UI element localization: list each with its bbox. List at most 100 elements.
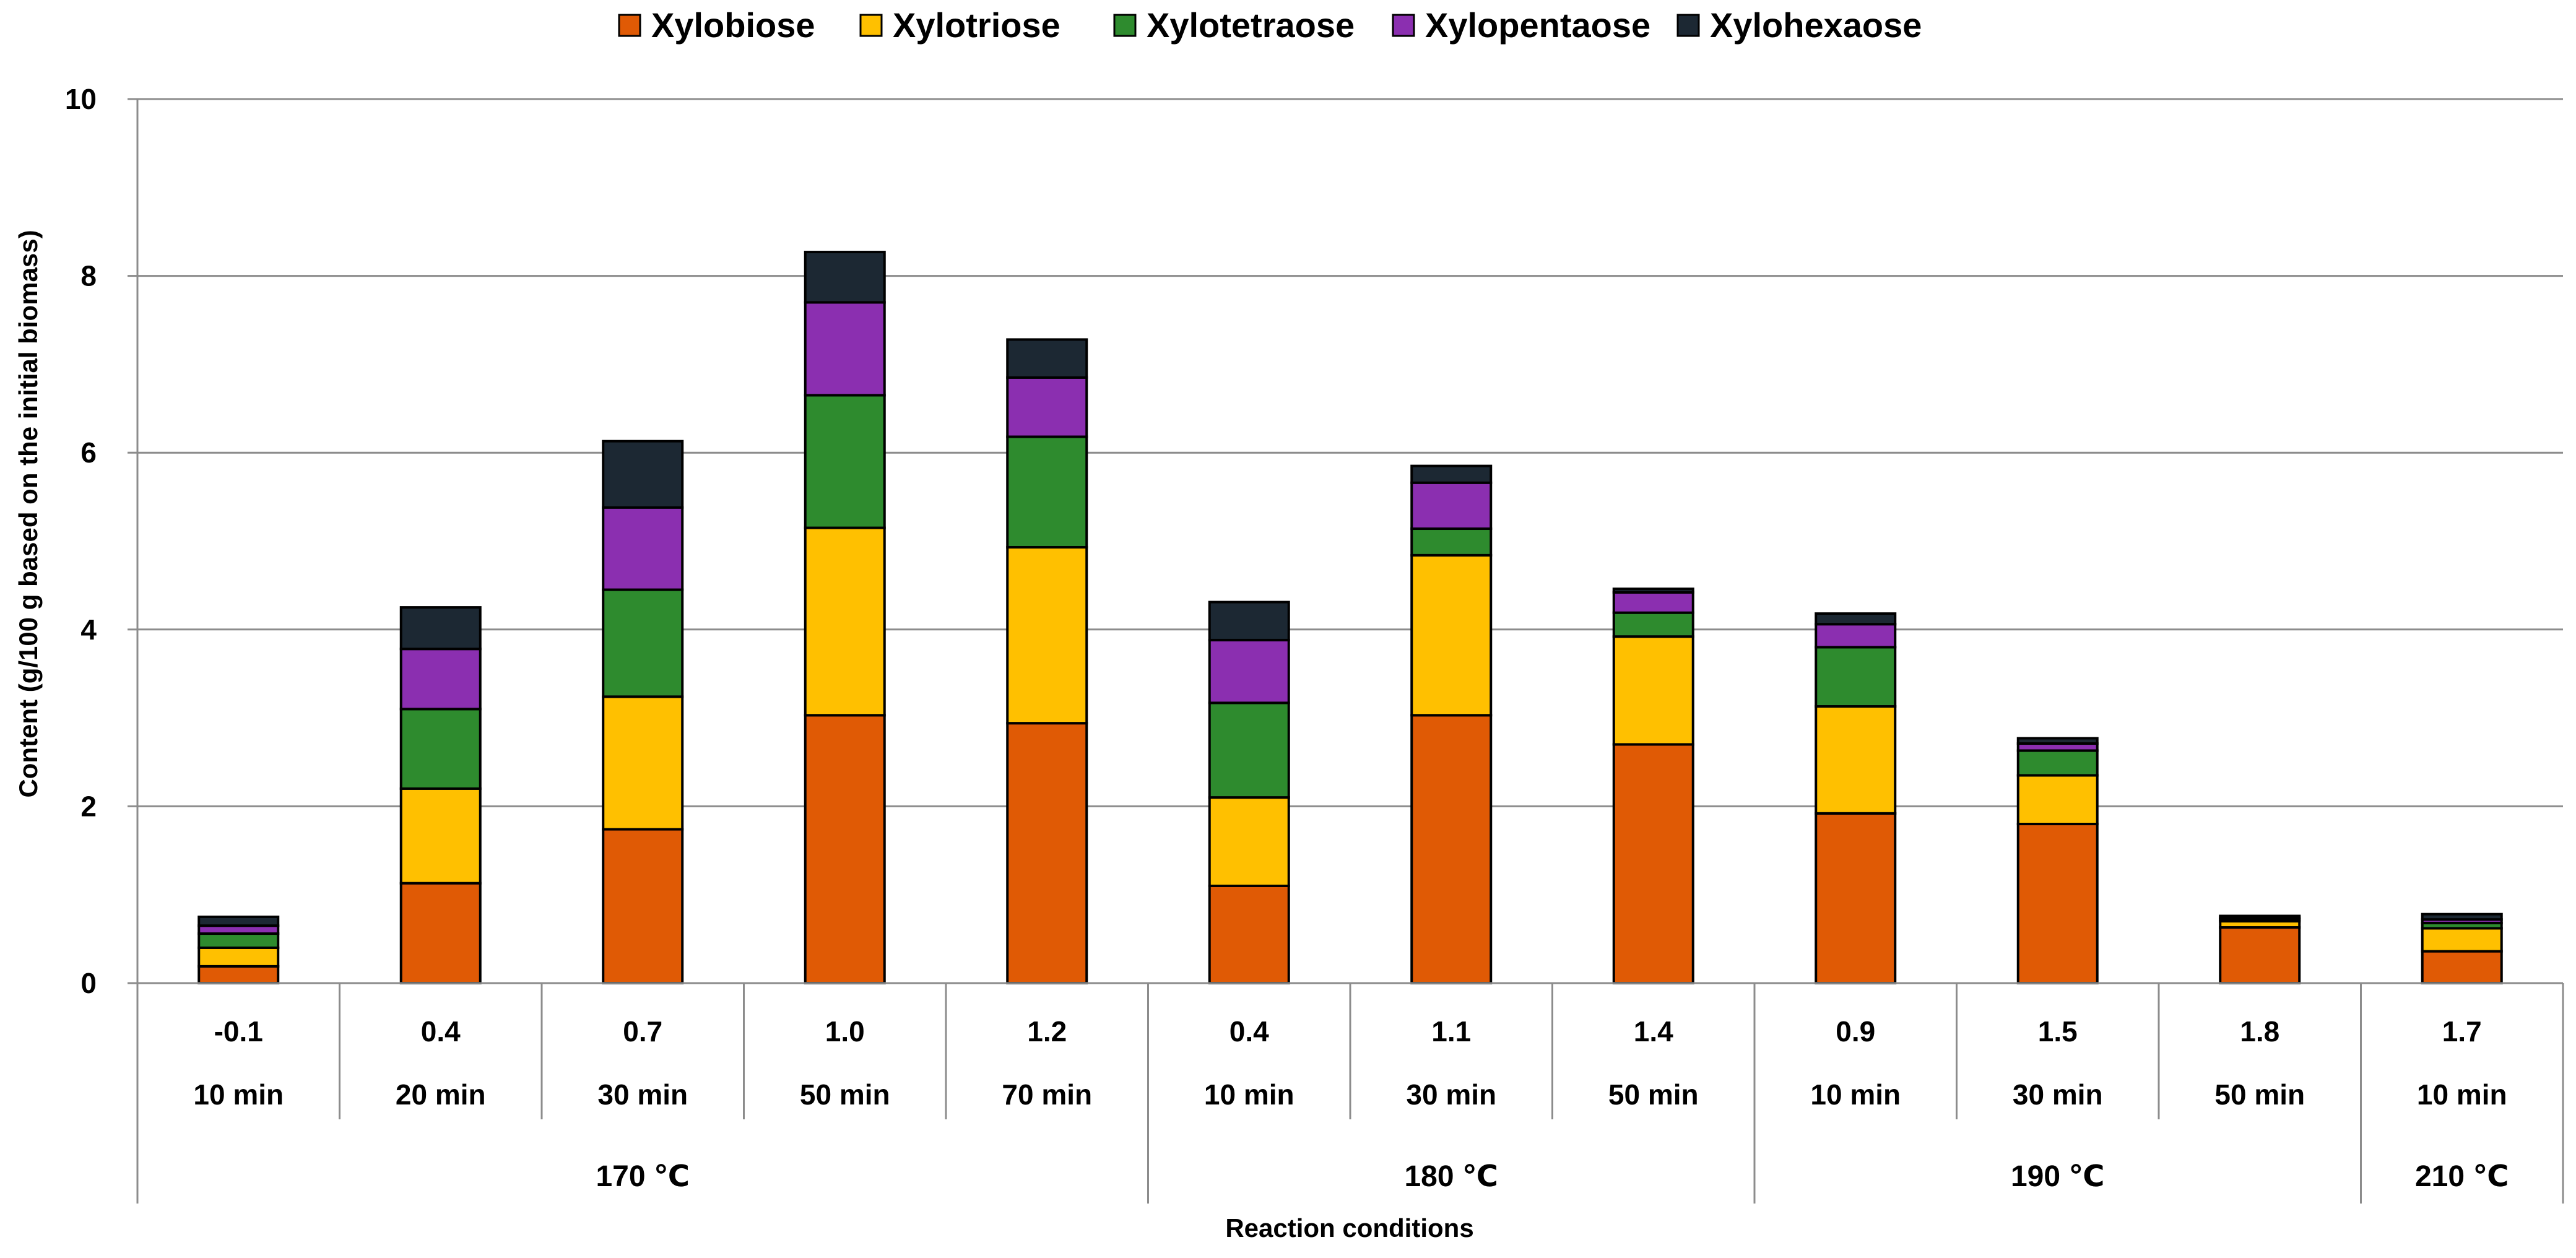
x-tick-time: 10 min [193,1078,284,1111]
legend: Xylobiose Xylotriose Xylotetraose Xylopenta… [618,6,1922,45]
legend-swatch-xylotriose [859,14,883,37]
bar-segment-xylohexaose-3 [602,440,684,509]
bar-segment-xylohexaose-12 [2421,913,2503,921]
x-tick-time: 70 min [1002,1078,1092,1111]
bar-segment-xylohexaose-7 [1410,464,1493,484]
bar-segment-xylobiose-8 [1612,743,1694,984]
bar-segment-xylohexaose-1 [197,915,280,927]
bar-segment-xylotriose-4 [804,526,886,717]
bar-segment-xylotetraose-6 [1208,701,1290,799]
x-tick-time: 10 min [1204,1078,1295,1111]
bars [197,251,2503,985]
bar-segment-xylotetraose-3 [602,588,684,698]
bar-segment-xylohexaose-2 [399,606,482,651]
y-tick-label: 6 [80,436,97,469]
y-tick-label: 10 [65,83,97,115]
y-tick-label: 4 [80,614,97,646]
bar-segment-xylobiose-10 [2016,822,2099,984]
legend-swatch-xylopentaose [1392,14,1415,37]
bar-segment-xylopentaose-2 [399,648,482,711]
bar-segment-xylohexaose-4 [804,251,886,304]
bar-segment-xylohexaose-11 [2219,914,2301,919]
x-tick-severity: 0.4 [421,1015,461,1048]
bar-segment-xylotriose-3 [602,695,684,831]
bar-segment-xylobiose-6 [1208,884,1290,985]
bar-segment-xylotetraose-7 [1410,527,1493,557]
bar-segment-xylohexaose-10 [2016,737,2099,745]
y-axis-title: Content (g/100 g based on the initial bi… [14,230,43,797]
x-axis: -0.1 10 min 0.4 20 min 0.7 30 min 1.0 50 min 1.2… [136,982,2564,1204]
bar-segment-xylotriose-12 [2421,927,2503,953]
bar-segment-xylotriose-1 [197,946,280,968]
bar-segment-xylotetraose-8 [1612,611,1694,638]
bar-segment-xylotetraose-5 [1006,435,1088,549]
x-tick-severity: 0.7 [623,1015,662,1048]
bar-segment-xylotriose-9 [1815,705,1897,815]
x-tick-severity: 1.2 [1027,1015,1067,1048]
legend-swatch-xylobiose [618,14,641,37]
y-axis-ticks: 0 2 4 6 8 10 [65,83,139,999]
bar-segment-xylobiose-4 [804,714,886,985]
bar-segment-xylotetraose-1 [197,932,280,949]
bar-segment-xylobiose-3 [602,828,684,984]
bar-segment-xylopentaose-3 [602,506,684,591]
bar-segment-xylotriose-8 [1612,635,1694,746]
y-tick-label: 0 [80,967,97,999]
bar-segment-xylopentaose-7 [1410,481,1493,531]
x-group-label: 180 ℃ [1404,1160,1498,1193]
x-tick-time: 20 min [396,1078,486,1111]
x-tick-severity: 0.4 [1229,1015,1269,1048]
bar-segment-xylobiose-11 [2219,926,2301,985]
legend-label-xylopentaose: Xylopentaose [1425,6,1650,45]
bar-segment-xylohexaose-8 [1612,588,1694,594]
x-tick-time: 50 min [1608,1078,1699,1111]
legend-swatch-xylohexaose [1676,14,1700,37]
bar-segment-xylotetraose-4 [804,394,886,529]
bar-segment-xylohexaose-5 [1006,338,1088,379]
x-tick-time: 30 min [2013,1078,2103,1111]
x-group-label: 170 ℃ [596,1160,690,1193]
x-tick-severity: 1.1 [1431,1015,1471,1048]
bar-segment-xylobiose-9 [1815,812,1897,984]
y-tick-label: 8 [80,260,97,292]
bar-segment-xylobiose-7 [1410,714,1493,985]
bar-segment-xylopentaose-8 [1612,591,1694,614]
legend-label-xylotriose: Xylotriose [893,6,1060,45]
y-tick-label: 2 [80,790,97,822]
bar-segment-xylotetraose-2 [399,708,482,790]
x-axis-title: Reaction conditions [1225,1213,1473,1243]
bar-segment-xylopentaose-4 [804,301,886,397]
bar-segment-xylohexaose-6 [1208,601,1290,641]
x-tick-severity: 1.8 [2240,1015,2279,1048]
bar-segment-xylotriose-2 [399,787,482,885]
bar-segment-xylotetraose-10 [2016,749,2099,777]
legend-swatch-xylotetraose [1113,14,1137,37]
x-tick-time: 50 min [2214,1078,2305,1111]
bar-segment-xylopentaose-6 [1208,638,1290,705]
bar-segment-xylobiose-1 [197,965,280,985]
x-tick-severity: 1.5 [2038,1015,2078,1048]
x-group-label: 190 ℃ [2011,1160,2105,1193]
bar-segment-xylobiose-2 [399,882,482,984]
bar-segment-xylobiose-12 [2421,950,2503,985]
legend-label-xylobiose: Xylobiose [651,6,815,45]
bar-segment-xylotriose-6 [1208,796,1290,887]
x-tick-severity: 1.7 [2442,1015,2482,1048]
bar-segment-xylopentaose-9 [1815,623,1897,649]
x-group-label: 210 ℃ [2415,1160,2509,1193]
bar-segment-xylotriose-7 [1410,553,1493,717]
x-tick-time: 10 min [2417,1078,2507,1111]
x-tick-time: 30 min [1406,1078,1496,1111]
bar-segment-xylotriose-10 [2016,774,2099,825]
x-tick-time: 10 min [1810,1078,1901,1111]
x-tick-severity: 0.9 [1836,1015,1875,1048]
bar-segment-xylobiose-5 [1006,722,1088,984]
bar-segment-xylopentaose-5 [1006,376,1088,438]
legend-label-xylotetraose: Xylotetraose [1147,6,1355,45]
bar-segment-xylotetraose-9 [1815,646,1897,708]
x-tick-severity: -0.1 [214,1015,263,1048]
bar-segment-xylohexaose-9 [1815,612,1897,626]
bar-segment-xylotriose-5 [1006,545,1088,725]
x-tick-time: 50 min [800,1078,890,1111]
